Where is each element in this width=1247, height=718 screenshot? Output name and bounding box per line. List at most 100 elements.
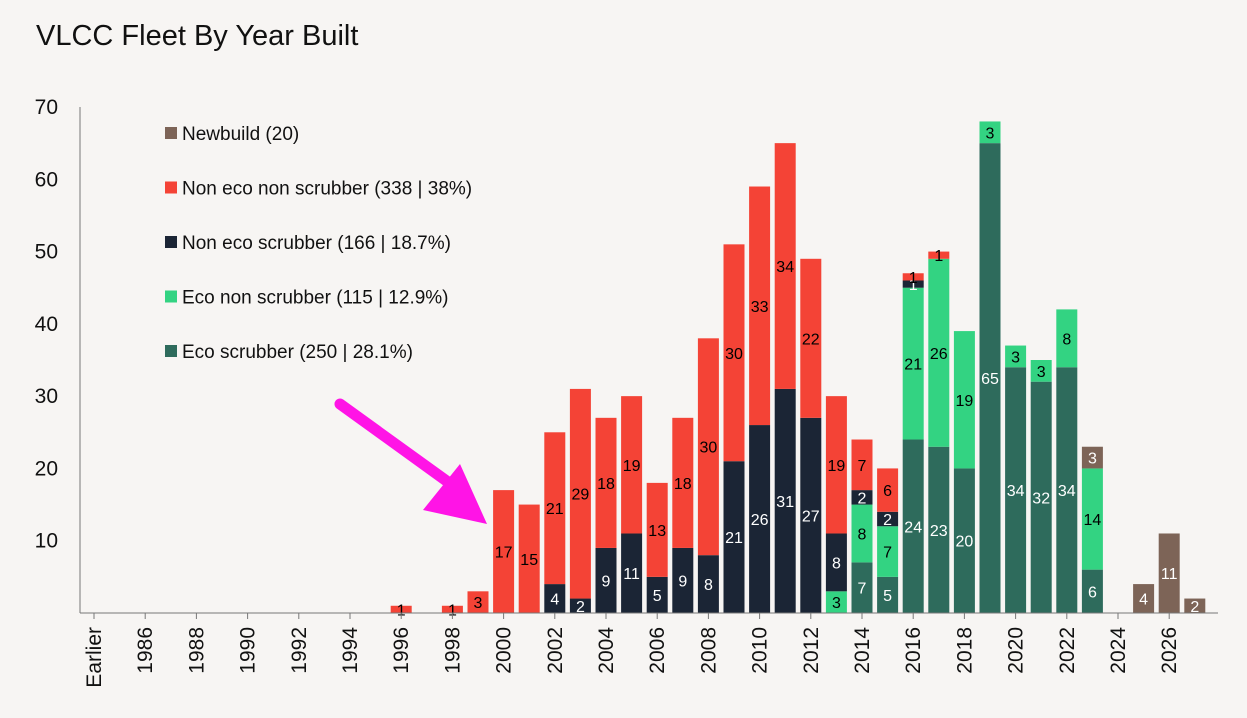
legend-swatch <box>165 236 177 248</box>
x-tick-label: 2016 <box>902 627 925 674</box>
bar-segment-non-eco-non-scrubber-338-38 <box>441 605 463 613</box>
bar-segment-non-eco-scrubber-166-18-7 <box>749 425 771 613</box>
bar-segment-non-eco-scrubber-166-18-7 <box>697 555 719 613</box>
bar-segment-non-eco-non-scrubber-338-38 <box>774 143 796 389</box>
x-tick-label: 1994 <box>339 627 362 674</box>
bar-segment-non-eco-non-scrubber-338-38 <box>749 186 771 426</box>
data-label: 4 <box>550 592 559 609</box>
data-label: 1 <box>397 602 406 619</box>
data-label: 2 <box>883 512 892 529</box>
bar-segment-non-eco-non-scrubber-338-38 <box>569 388 591 599</box>
bar-segment-non-eco-non-scrubber-338-38 <box>697 338 719 556</box>
bar-segment-non-eco-scrubber-166-18-7 <box>569 598 591 613</box>
data-label: 9 <box>602 573 611 590</box>
data-label: 3 <box>986 125 995 142</box>
x-tick-label: 1992 <box>288 627 311 674</box>
x-tick-label: 1998 <box>441 627 464 674</box>
bar-segment-eco-scrubber-250-28-1 <box>1081 569 1103 613</box>
bar-segment-eco-non-scrubber-115-12-9 <box>953 331 975 469</box>
data-label: 2 <box>858 490 867 507</box>
y-tick-label: 60 <box>35 168 58 191</box>
data-label: 8 <box>832 555 841 572</box>
bar-segment-non-eco-scrubber-166-18-7 <box>621 533 643 613</box>
data-label: 13 <box>648 523 666 540</box>
bar-segment-eco-scrubber-250-28-1 <box>953 468 975 613</box>
legend-swatch <box>165 181 177 194</box>
data-label: 8 <box>1062 331 1071 348</box>
data-label: 6 <box>883 483 892 500</box>
data-label: 5 <box>653 588 662 605</box>
bar-segment-non-eco-non-scrubber-338-38 <box>800 258 822 418</box>
bar-segment-eco-scrubber-250-28-1 <box>1005 367 1027 613</box>
bar-segment-eco-non-scrubber-115-12-9 <box>928 258 950 447</box>
bar-segment-eco-non-scrubber-115-12-9 <box>1005 345 1027 368</box>
legend-label: Newbuild (20) <box>182 124 299 145</box>
legend-label: Eco non scrubber (115 | 12.9%) <box>182 288 449 309</box>
bar-segment-non-eco-non-scrubber-338-38 <box>493 490 515 613</box>
legend: Newbuild (20) Non eco non scrubber (338 |… <box>165 124 472 363</box>
data-label: 11 <box>1161 566 1178 583</box>
data-label: 19 <box>828 458 846 475</box>
bar-segment-newbuild-20 <box>1081 446 1103 469</box>
bar-segment-non-eco-scrubber-166-18-7 <box>902 280 924 288</box>
bar-segment-non-eco-non-scrubber-338-38 <box>877 468 899 512</box>
bar-segment-non-eco-non-scrubber-338-38 <box>928 251 950 259</box>
x-tick-label: 2006 <box>646 627 669 674</box>
bar-segment-non-eco-scrubber-166-18-7 <box>646 576 668 613</box>
x-tick-label: 2000 <box>493 627 516 674</box>
x-tick-label: 2002 <box>544 627 567 674</box>
bar-segment-eco-scrubber-250-28-1 <box>1030 381 1052 613</box>
bar-segment-non-eco-non-scrubber-338-38 <box>467 591 489 613</box>
data-label: 5 <box>883 588 892 605</box>
data-label: 9 <box>678 573 687 590</box>
x-tick-label: 2004 <box>595 627 618 674</box>
data-label: 22 <box>802 331 820 348</box>
bar-segment-non-eco-non-scrubber-338-38 <box>825 396 847 534</box>
bar-segment-eco-scrubber-250-28-1 <box>979 143 1001 613</box>
bar-segment-non-eco-scrubber-166-18-7 <box>672 547 694 613</box>
data-label: 30 <box>700 440 718 457</box>
data-label: 15 <box>520 552 538 569</box>
data-label: 18 <box>674 476 692 493</box>
bar-segment-non-eco-scrubber-166-18-7 <box>723 461 745 613</box>
data-label: 8 <box>704 577 713 594</box>
x-tick-label: 1988 <box>185 627 208 674</box>
y-tick-label: 30 <box>35 385 58 408</box>
x-tick-label: 2012 <box>800 627 823 674</box>
legend-swatch <box>165 290 177 303</box>
legend-swatch <box>165 345 177 357</box>
x-tick-label: 2024 <box>1107 627 1130 674</box>
data-label: 33 <box>751 299 769 316</box>
data-label: 32 <box>1032 490 1050 507</box>
data-label: 7 <box>883 545 892 562</box>
bar-segment-non-eco-scrubber-166-18-7 <box>800 417 822 613</box>
data-label: 3 <box>832 595 841 612</box>
data-label: 6 <box>1088 584 1097 601</box>
data-label: 26 <box>751 512 769 529</box>
data-label: 3 <box>1088 451 1097 468</box>
bar-segment-non-eco-non-scrubber-338-38 <box>851 439 873 491</box>
data-label: 24 <box>904 519 922 536</box>
bar-segment-non-eco-scrubber-166-18-7 <box>825 533 847 592</box>
bar-segment-eco-non-scrubber-115-12-9 <box>1081 468 1103 570</box>
bar-segment-non-eco-scrubber-166-18-7 <box>544 584 566 613</box>
bar-segment-eco-non-scrubber-115-12-9 <box>1030 360 1052 382</box>
bar-segment-newbuild-20 <box>1184 598 1206 613</box>
bar-segment-non-eco-non-scrubber-338-38 <box>902 273 924 281</box>
x-tick-label: 2018 <box>953 627 976 674</box>
data-label: 65 <box>981 371 999 388</box>
data-label: 21 <box>725 530 743 547</box>
data-label: 1 <box>934 248 943 265</box>
bar-segment-eco-scrubber-250-28-1 <box>851 562 873 613</box>
data-label: 4 <box>1139 592 1148 609</box>
x-tick-label: 2026 <box>1158 627 1181 674</box>
data-label: 8 <box>858 526 867 543</box>
x-tick-label: 2022 <box>1056 627 1079 674</box>
data-label: 3 <box>474 595 483 612</box>
x-tick-label: 2008 <box>697 627 720 674</box>
data-label: 34 <box>1007 483 1025 500</box>
bar-segment-non-eco-scrubber-166-18-7 <box>851 490 873 505</box>
bar-segment-non-eco-scrubber-166-18-7 <box>877 511 899 527</box>
